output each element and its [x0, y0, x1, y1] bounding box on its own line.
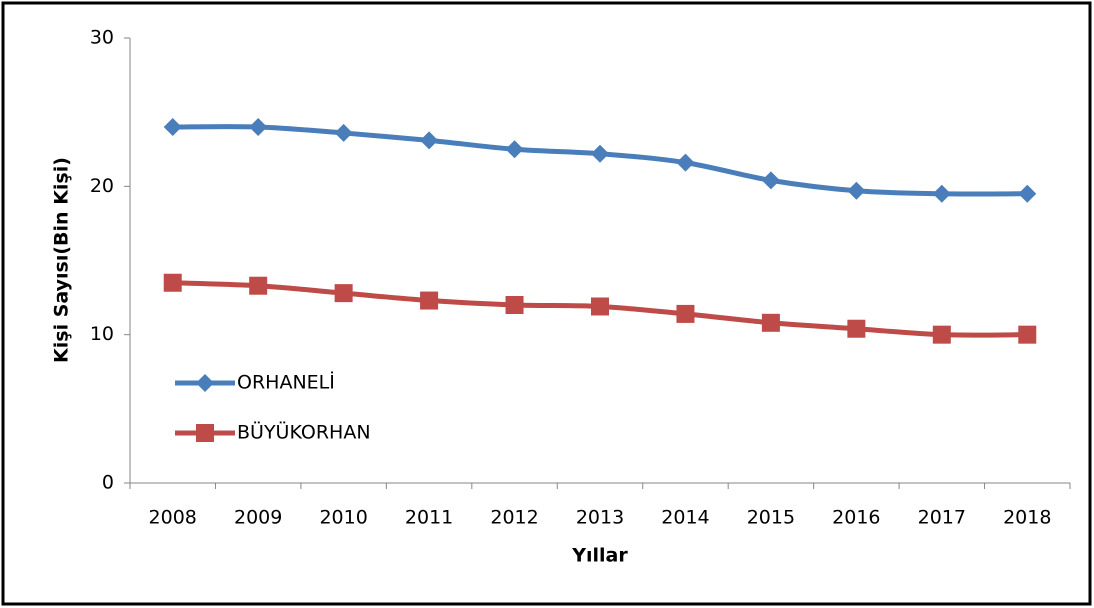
data-point	[334, 123, 353, 142]
x-tick-label: 2015	[747, 507, 795, 529]
data-point	[676, 153, 695, 172]
data-point	[249, 276, 268, 295]
data-point	[420, 291, 439, 310]
data-point	[505, 140, 524, 159]
x-axis-title: Yıllar	[571, 545, 628, 567]
data-point	[1018, 325, 1037, 344]
x-tick-label: 2012	[490, 507, 538, 529]
data-point	[932, 184, 951, 203]
legend-marker	[196, 374, 214, 392]
y-tick-label: 20	[90, 175, 114, 197]
x-tick-label: 2014	[661, 507, 709, 529]
data-point	[249, 118, 268, 136]
data-point	[847, 181, 866, 200]
x-tick-label: 2018	[1003, 507, 1051, 529]
data-point	[847, 319, 866, 338]
x-tick-label: 2017	[918, 507, 966, 529]
legend-label: ORHANELİ	[237, 371, 335, 394]
legend-marker	[196, 424, 214, 442]
x-tick-label: 2011	[405, 507, 453, 529]
data-point	[505, 296, 524, 314]
y-tick-label: 0	[102, 472, 114, 494]
data-point	[420, 131, 439, 150]
data-point	[163, 118, 182, 136]
legend-label: BÜYÜKORHAN	[237, 421, 371, 444]
x-tick-label: 2013	[576, 507, 624, 529]
data-point	[591, 297, 609, 316]
y-tick-label: 30	[90, 27, 114, 49]
x-tick-label: 2010	[319, 507, 367, 529]
data-point	[761, 171, 780, 190]
data-point	[334, 284, 353, 303]
data-point	[676, 304, 695, 323]
x-tick-label: 2008	[149, 507, 197, 529]
data-point	[591, 144, 609, 163]
data-point	[761, 313, 780, 332]
data-point	[932, 325, 951, 344]
y-tick-label: 10	[90, 323, 114, 345]
x-tick-label: 2016	[832, 507, 880, 529]
data-point	[1018, 184, 1037, 203]
data-point	[163, 273, 182, 292]
y-axis-title: Kişi Sayısı(Bin Kişi)	[51, 157, 73, 363]
x-tick-label: 2009	[234, 507, 282, 529]
